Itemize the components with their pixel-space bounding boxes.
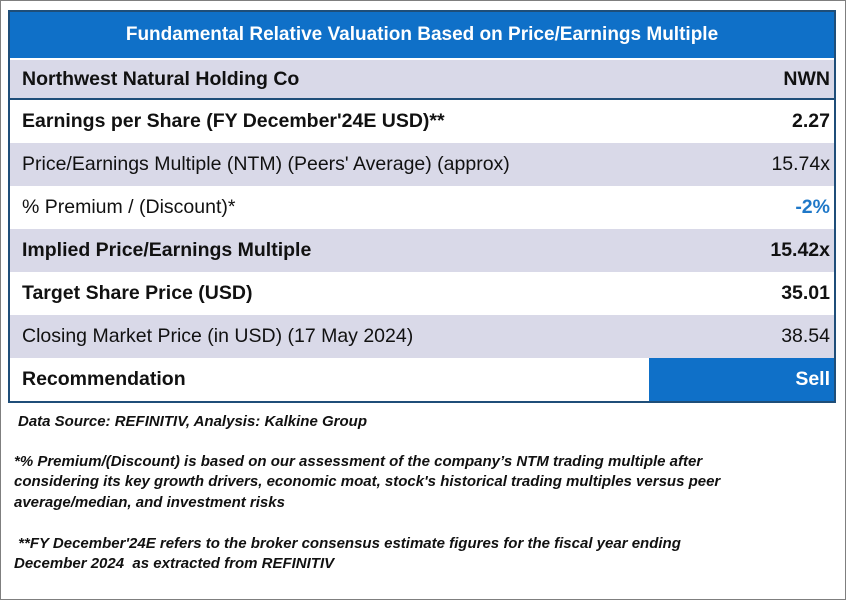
implied-pe-row: Implied Price/Earnings Multiple 15.42x: [10, 229, 834, 272]
company-name: Northwest Natural Holding Co: [22, 67, 300, 90]
eps-row: Earnings per Share (FY December'24E USD)…: [10, 100, 834, 143]
premium-discount-row: % Premium / (Discount)* -2%: [10, 186, 834, 229]
pe-peers-row: Price/Earnings Multiple (NTM) (Peers' Av…: [10, 143, 834, 186]
implied-pe-value: 15.42x: [770, 239, 830, 261]
table-title: Fundamental Relative Valuation Based on …: [10, 12, 834, 60]
closing-price-value: 38.54: [781, 325, 830, 347]
pe-peers-label: Price/Earnings Multiple (NTM) (Peers' Av…: [22, 153, 510, 175]
valuation-table: Fundamental Relative Valuation Based on …: [8, 10, 836, 403]
company-ticker: NWN: [783, 67, 830, 90]
closing-price-row: Closing Market Price (in USD) (17 May 20…: [10, 315, 834, 358]
premium-note-line1: *% Premium/(Discount) is based on our as…: [14, 453, 703, 470]
target-price-row: Target Share Price (USD) 35.01: [10, 272, 834, 315]
premium-discount-label: % Premium / (Discount)*: [22, 196, 236, 218]
target-price-value: 35.01: [781, 282, 830, 304]
eps-value: 2.27: [792, 110, 830, 132]
pe-peers-value: 15.74x: [771, 153, 830, 175]
premium-note-line3: average/median, and investment risks: [14, 494, 285, 511]
fy-note-line1: **FY December'24E refers to the broker c…: [14, 535, 681, 552]
company-row: Northwest Natural Holding Co NWN: [10, 60, 834, 100]
recommendation-label: Recommendation: [22, 368, 186, 390]
source-note: Data Source: REFINITIV, Analysis: Kalkin…: [18, 413, 367, 430]
fy-note-line2: December 2024 as extracted from REFINITI…: [14, 555, 335, 572]
recommendation-badge: Sell: [649, 358, 834, 401]
implied-pe-label: Implied Price/Earnings Multiple: [22, 239, 312, 261]
eps-label: Earnings per Share (FY December'24E USD)…: [22, 110, 445, 132]
premium-discount-value: -2%: [795, 196, 830, 218]
premium-note-line2: considering its key growth drivers, econ…: [14, 473, 721, 490]
target-price-label: Target Share Price (USD): [22, 282, 253, 304]
closing-price-label: Closing Market Price (in USD) (17 May 20…: [22, 325, 414, 347]
recommendation-row: Recommendation Sell: [10, 358, 834, 401]
